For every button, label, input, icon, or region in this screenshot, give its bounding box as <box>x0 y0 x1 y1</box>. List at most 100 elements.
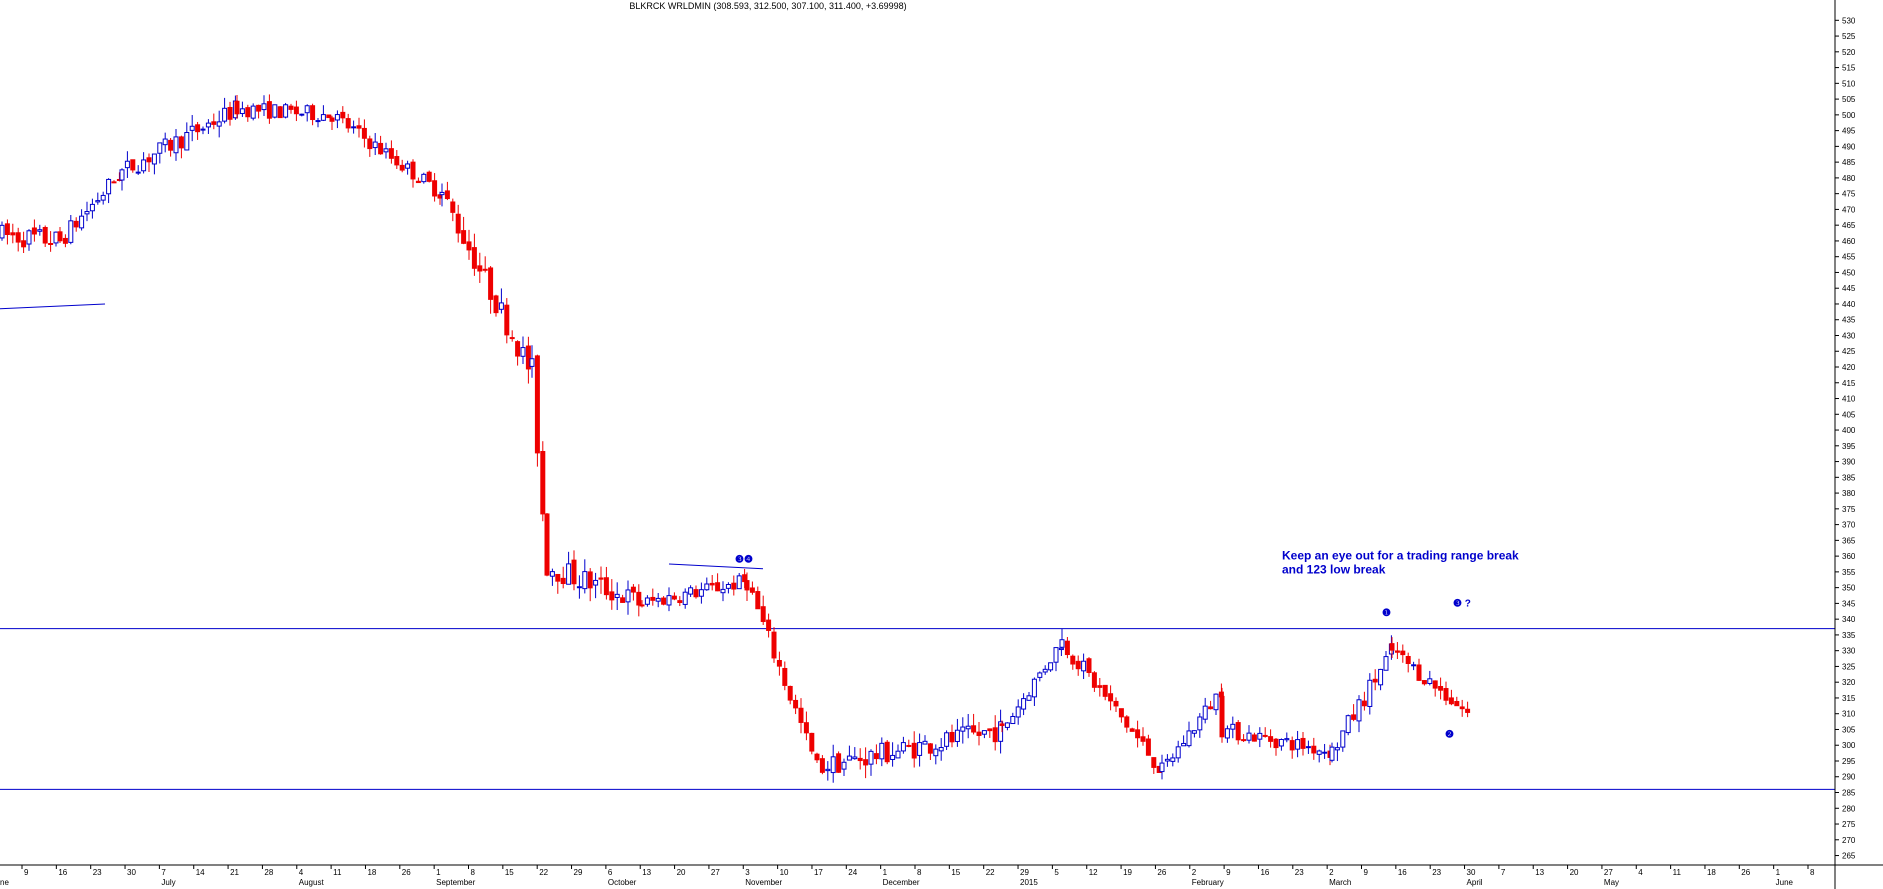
x-day-label: 27 <box>1604 868 1613 877</box>
candle-body <box>884 741 890 763</box>
candle-body <box>0 224 5 239</box>
candle-body <box>766 619 772 631</box>
candle-body <box>614 593 620 598</box>
x-month-label: September <box>436 878 475 887</box>
candle-body <box>388 148 394 159</box>
candle-body <box>1170 757 1176 762</box>
candle-body <box>587 571 593 589</box>
y-tick-label: 270 <box>1842 836 1856 845</box>
candle-body <box>1219 695 1225 738</box>
candle-body <box>555 573 561 582</box>
x-day-label: 8 <box>917 868 922 877</box>
y-tick-label: 375 <box>1842 505 1856 514</box>
candle-body <box>1257 732 1263 740</box>
y-tick-label: 340 <box>1842 615 1856 624</box>
candle-body <box>1015 706 1021 718</box>
candle-body <box>310 105 316 121</box>
candle-body <box>1361 700 1367 707</box>
candle-body <box>809 732 815 752</box>
y-tick-label: 435 <box>1842 316 1856 325</box>
candle-body <box>1102 684 1108 697</box>
candle-body <box>31 227 37 235</box>
candle-body <box>437 194 443 199</box>
x-month-label: August <box>299 878 325 887</box>
x-day-label: 7 <box>1501 868 1506 877</box>
candle-body <box>760 606 766 622</box>
x-day-label: 14 <box>196 868 205 877</box>
candle-body <box>1086 658 1092 673</box>
candle-body <box>1058 647 1064 651</box>
candle-body <box>415 180 421 184</box>
candle-body <box>26 230 32 245</box>
candle-body <box>89 203 95 212</box>
candle-body <box>868 750 874 765</box>
y-tick-label: 510 <box>1842 79 1856 88</box>
x-day-label: 1 <box>436 868 441 877</box>
candle-body <box>146 157 152 163</box>
candle-body <box>1124 716 1130 728</box>
candle-body <box>782 667 788 686</box>
wave-label: ❶ <box>1382 608 1391 619</box>
candle-body <box>320 114 326 121</box>
candle-body <box>879 742 885 760</box>
candles <box>0 94 1471 783</box>
candle-body <box>1097 685 1103 688</box>
candle-body <box>1334 747 1340 751</box>
x-day-label: 2 <box>1329 868 1334 877</box>
x-month-label: April <box>1467 878 1483 887</box>
candle-body <box>4 223 10 235</box>
candle-body <box>960 726 966 732</box>
candle-body <box>124 160 130 169</box>
candle-body <box>1251 734 1257 742</box>
candle-body <box>119 169 125 181</box>
candle-body <box>1394 650 1400 653</box>
candle-body <box>1351 714 1357 720</box>
candle-body <box>299 113 305 116</box>
candle-body <box>1300 737 1306 749</box>
x-day-label: 5 <box>1054 868 1059 877</box>
candle-body <box>444 190 450 200</box>
candle-body <box>498 302 504 310</box>
candle-body <box>954 729 960 742</box>
candle-body <box>677 600 683 603</box>
candle-body <box>345 118 351 129</box>
candle-body <box>639 604 645 607</box>
candle-body <box>771 631 777 659</box>
candle-body <box>1037 672 1043 678</box>
candle-body <box>1416 664 1422 681</box>
candle-body <box>755 591 761 610</box>
candle-body <box>636 591 642 606</box>
candle-body <box>520 347 526 357</box>
x-day-label: 1 <box>1776 868 1781 877</box>
candle-body <box>1175 746 1181 759</box>
x-day-label: 8 <box>1810 868 1815 877</box>
y-tick-label: 455 <box>1842 253 1856 262</box>
x-day-label: 24 <box>848 868 857 877</box>
candle-body <box>130 159 136 171</box>
candle-body <box>1159 762 1165 773</box>
candle-body <box>1081 660 1087 672</box>
candle-body <box>168 139 174 151</box>
candle-body <box>1241 739 1247 742</box>
x-month-label: October <box>608 878 637 887</box>
x-day-label: 28 <box>264 868 273 877</box>
candle-body <box>938 747 944 752</box>
candle-body <box>1202 705 1208 720</box>
candle-body <box>593 579 599 586</box>
candle-body <box>576 586 582 589</box>
candle-body <box>1400 650 1406 656</box>
x-day-label: 27 <box>711 868 720 877</box>
x-day-label: 11 <box>1673 868 1682 877</box>
y-tick-label: 470 <box>1842 205 1856 214</box>
candle-body <box>998 721 1004 742</box>
candle-body <box>361 127 367 139</box>
y-tick-label: 485 <box>1842 158 1856 167</box>
y-tick-label: 360 <box>1842 552 1856 561</box>
x-day-label: 8 <box>471 868 476 877</box>
candle-body <box>560 577 566 585</box>
candle-body <box>709 582 715 586</box>
y-tick-label: 265 <box>1842 852 1856 861</box>
candle-body <box>720 588 726 594</box>
candle-body <box>272 104 278 118</box>
candle-body <box>1273 738 1279 749</box>
